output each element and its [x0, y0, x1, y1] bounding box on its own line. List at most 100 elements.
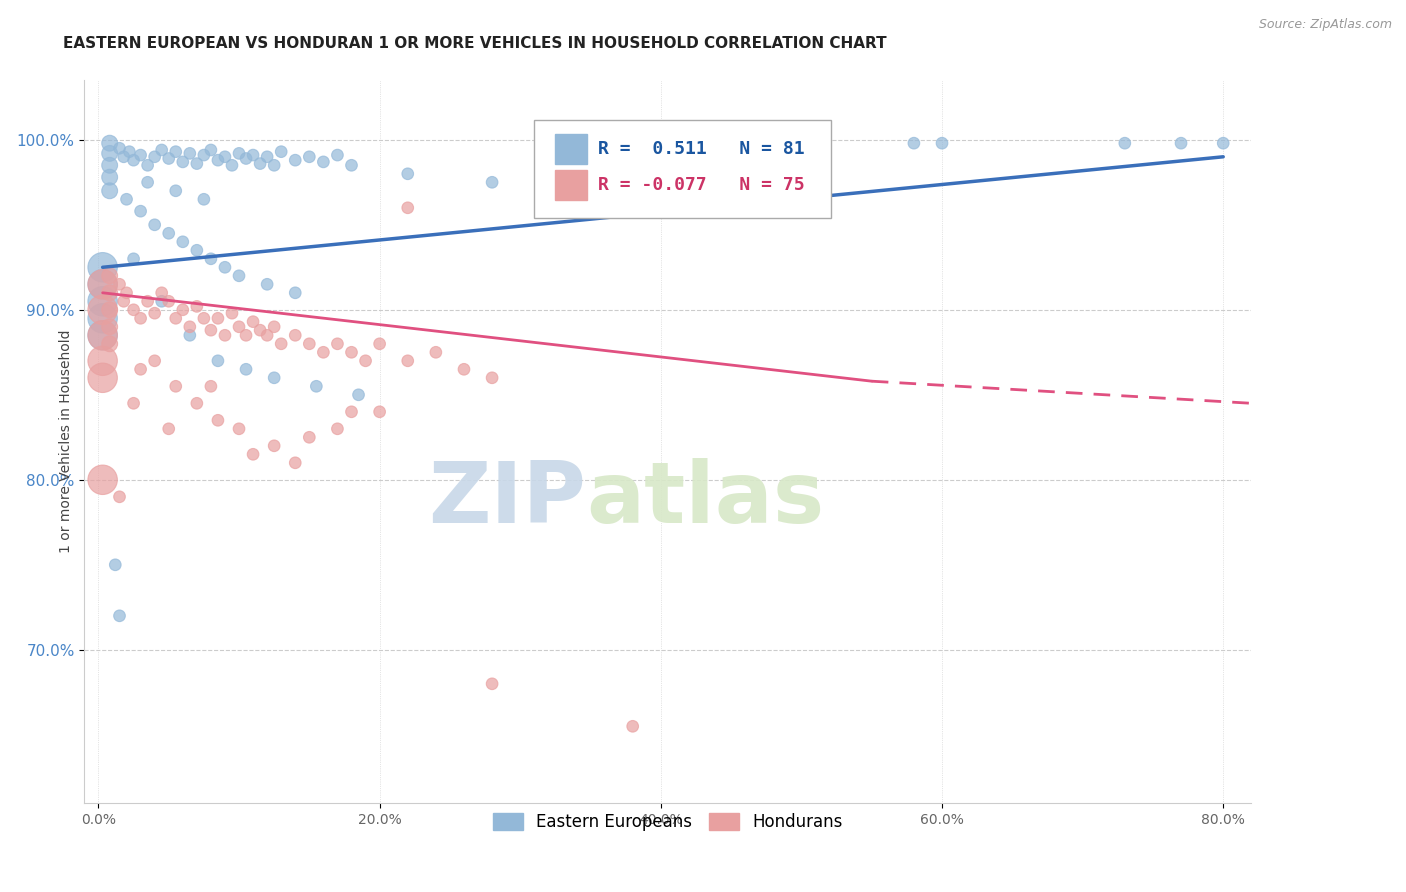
- Point: [179, 328, 201, 343]
- Point: [354, 353, 377, 368]
- Point: [129, 204, 152, 219]
- Point: [98, 302, 121, 317]
- Point: [193, 192, 215, 206]
- Point: [396, 167, 419, 181]
- Point: [340, 405, 363, 419]
- Text: R =  0.511   N = 81: R = 0.511 N = 81: [598, 140, 804, 158]
- Point: [228, 268, 250, 283]
- Point: [98, 146, 121, 161]
- Point: [235, 362, 257, 376]
- Point: [98, 184, 121, 198]
- Point: [108, 277, 131, 292]
- Bar: [554, 169, 588, 200]
- Point: [347, 388, 370, 402]
- Point: [157, 227, 180, 241]
- Point: [425, 345, 447, 359]
- Point: [200, 323, 222, 337]
- Point: [481, 371, 503, 385]
- Point: [298, 150, 321, 164]
- Point: [249, 156, 271, 170]
- Point: [263, 439, 285, 453]
- Point: [91, 277, 114, 292]
- Point: [340, 158, 363, 172]
- Point: [453, 362, 475, 376]
- Point: [157, 422, 180, 436]
- Point: [263, 371, 285, 385]
- Point: [270, 336, 292, 351]
- Point: [91, 260, 114, 275]
- Point: [150, 294, 173, 309]
- Point: [122, 396, 145, 410]
- Point: [98, 336, 121, 351]
- Point: [112, 294, 135, 309]
- Point: [228, 146, 250, 161]
- Point: [165, 145, 187, 159]
- Point: [91, 371, 114, 385]
- Point: [368, 336, 391, 351]
- Point: [172, 235, 194, 249]
- Point: [200, 379, 222, 393]
- Text: ZIP: ZIP: [429, 458, 586, 541]
- Point: [207, 153, 229, 168]
- Point: [193, 311, 215, 326]
- Point: [298, 336, 321, 351]
- Point: [235, 328, 257, 343]
- Text: R = -0.077   N = 75: R = -0.077 N = 75: [598, 176, 804, 194]
- Point: [235, 152, 257, 166]
- Point: [104, 558, 127, 572]
- Point: [186, 156, 208, 170]
- Point: [368, 405, 391, 419]
- Point: [112, 150, 135, 164]
- Point: [242, 315, 264, 329]
- Point: [165, 379, 187, 393]
- Point: [115, 192, 138, 206]
- Point: [481, 677, 503, 691]
- Point: [228, 422, 250, 436]
- Point: [242, 148, 264, 162]
- Point: [108, 490, 131, 504]
- Point: [214, 328, 236, 343]
- Point: [157, 152, 180, 166]
- Point: [91, 353, 114, 368]
- Point: [214, 260, 236, 275]
- Point: [122, 153, 145, 168]
- Point: [621, 719, 644, 733]
- Point: [903, 136, 925, 151]
- Point: [270, 145, 292, 159]
- Point: [326, 336, 349, 351]
- Point: [312, 345, 335, 359]
- Point: [214, 150, 236, 164]
- Point: [98, 268, 121, 283]
- Point: [1170, 136, 1192, 151]
- Point: [129, 311, 152, 326]
- Point: [298, 430, 321, 444]
- Point: [193, 148, 215, 162]
- Point: [263, 319, 285, 334]
- Point: [136, 158, 159, 172]
- Point: [165, 311, 187, 326]
- Point: [481, 175, 503, 189]
- Point: [129, 148, 152, 162]
- Point: [284, 285, 307, 300]
- Point: [91, 277, 114, 292]
- Point: [143, 218, 166, 232]
- Point: [172, 154, 194, 169]
- Point: [143, 353, 166, 368]
- Point: [284, 328, 307, 343]
- Point: [91, 473, 114, 487]
- Point: [136, 294, 159, 309]
- Point: [98, 158, 121, 172]
- Point: [256, 150, 278, 164]
- Point: [136, 175, 159, 189]
- Point: [91, 302, 114, 317]
- Point: [621, 184, 644, 198]
- Point: [157, 294, 180, 309]
- Point: [396, 353, 419, 368]
- Point: [98, 319, 121, 334]
- Point: [98, 285, 121, 300]
- Point: [115, 285, 138, 300]
- Point: [305, 379, 328, 393]
- Point: [221, 306, 243, 320]
- Point: [396, 201, 419, 215]
- Point: [91, 328, 114, 343]
